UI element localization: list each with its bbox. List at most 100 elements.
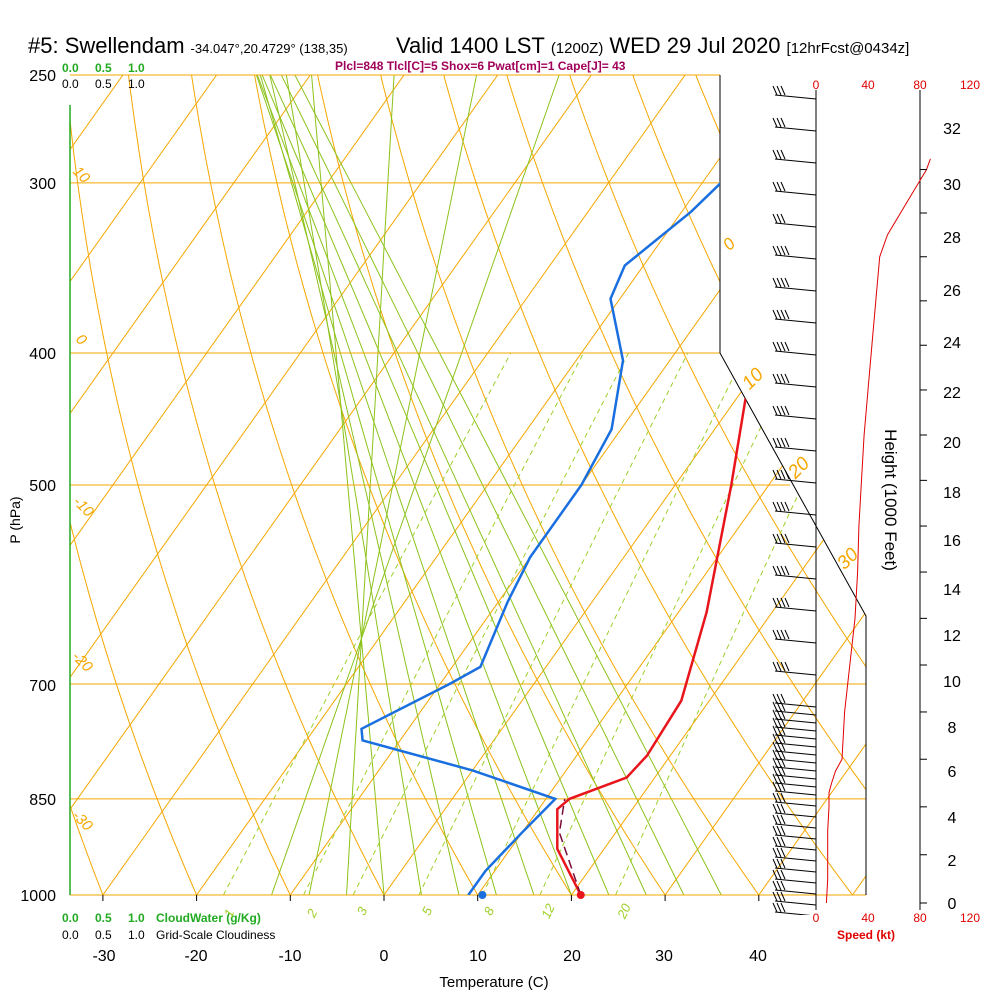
dry-adiabat-line	[561, 75, 866, 895]
skewt-grid	[70, 75, 866, 895]
wind-barb-feather	[784, 341, 790, 352]
pressure-tick-label: 300	[29, 176, 56, 193]
wind-barb-shaft	[774, 845, 817, 851]
wind-barb-shaft	[774, 878, 817, 884]
wind-barb-feather	[772, 717, 778, 728]
height-tick-label: 24	[943, 335, 961, 352]
x-tick-label: 20	[563, 948, 581, 965]
temperature-axis: -30 -20 -10 0 10 20 30 40	[92, 948, 767, 965]
cloudiness-label: Grid-Scale Cloudiness	[156, 928, 275, 942]
wind-barb-feather	[784, 469, 790, 480]
wind-barb-feather	[772, 792, 778, 803]
speed-scale-bottom: 0 40 80 120	[813, 911, 981, 925]
wind-barb-feather	[780, 629, 786, 640]
wind-barb-feather	[776, 117, 782, 128]
wind-barb-feather	[772, 245, 778, 256]
mixing-ratio-label: 2	[303, 906, 320, 920]
x-tick-label: 30	[655, 948, 673, 965]
height-tick-label: 30	[943, 177, 961, 194]
moist-adiabat-line	[344, 75, 396, 895]
pressure-tick-label: 700	[29, 678, 56, 695]
wind-barb-feather	[772, 781, 778, 792]
wind-barb-feather	[776, 733, 782, 744]
wind-barb-feather	[780, 847, 786, 858]
moist-adiabat-line	[281, 75, 427, 895]
wind-barb-feather	[776, 725, 782, 736]
moist-adiabat-line	[281, 75, 737, 895]
wind-barb	[772, 847, 817, 862]
wind-barb-shaft	[774, 900, 817, 906]
isotherm-labels: 10 0 -10 -20 -30 0 10 20 30	[69, 163, 864, 835]
dry-adiabat-line	[436, 75, 866, 895]
wind-barb-shaft	[774, 774, 817, 780]
wind-barb-feather	[776, 749, 782, 760]
wind-barb-feather	[780, 701, 786, 712]
wind-barb-feather	[784, 661, 790, 672]
wind-barb-feather	[780, 891, 786, 902]
wind-barb-feather	[772, 693, 778, 704]
dry-adiabat-line	[70, 75, 305, 895]
height-tick-label: 18	[943, 485, 961, 502]
wind-barb-shaft	[774, 867, 817, 873]
wind-barb-feather	[780, 869, 786, 880]
x-tick-label: 10	[469, 948, 487, 965]
speed-tick: 120	[960, 78, 980, 92]
wind-barb-feather	[780, 781, 786, 792]
wind-barb-feather	[776, 717, 782, 728]
wind-barb	[772, 741, 817, 756]
isotherm-label: -10	[70, 493, 98, 521]
height-tick-label: 28	[943, 230, 961, 247]
wind-barb-feather	[776, 341, 782, 352]
wind-barb-feather	[776, 309, 782, 320]
wind-barb-feather	[780, 149, 786, 160]
wind-barb-feather	[772, 773, 778, 784]
cloud-water-tick: 0.0	[62, 61, 79, 75]
pressure-tick-label: 250	[29, 68, 56, 85]
x-axis-label: Temperature (C)	[439, 974, 548, 991]
wind-barb-feather	[780, 245, 786, 256]
wind-barb-shaft	[774, 790, 817, 796]
mixing-ratio-labels: 1 2 3 5 8 12 20	[221, 901, 635, 922]
cloud-water-scale-bottom: 0.0 0.5 1.0 CloudWater (g/Kg)	[62, 911, 261, 925]
cloudiness-tick: 0.5	[95, 928, 112, 942]
wind-barb-feather	[772, 85, 778, 96]
height-tick-label: 2	[948, 853, 957, 870]
speed-tick: 80	[913, 911, 927, 925]
dry-adiabat-line	[498, 75, 866, 895]
height-tick-label: 10	[943, 674, 961, 691]
wind-barb	[772, 149, 817, 164]
wind-barb-shaft	[774, 856, 817, 862]
dry-adiabat-line	[70, 75, 115, 895]
valid-label: Valid 1400 LST	[396, 33, 545, 58]
wind-barb	[772, 373, 817, 388]
wind-barb	[772, 792, 817, 807]
wind-barb-feather	[776, 847, 782, 858]
dry-adiabat-line	[249, 75, 590, 895]
wind-barb-feather	[784, 533, 790, 544]
isotherm-line	[70, 75, 218, 895]
wind-barb-feather	[780, 902, 786, 913]
moist-adiabat-line	[247, 75, 583, 895]
wind-barb	[772, 437, 817, 452]
mixing-ratio-label: 3	[354, 904, 371, 918]
wind-barb-feather	[772, 373, 778, 384]
speed-tick: 80	[913, 78, 927, 92]
height-tick-label: 16	[943, 533, 961, 550]
wind-barb	[772, 781, 817, 796]
wind-barb-feather	[776, 501, 782, 512]
wind-barb-feather	[780, 309, 786, 320]
wind-barb-feather	[776, 181, 782, 192]
cloud-water-scale-top: 0.0 0.5 1.0	[62, 61, 145, 75]
wind-barb-feather	[776, 405, 782, 416]
mixing-ratio-label: 5	[419, 904, 436, 918]
wind-barb-feather	[776, 880, 782, 891]
height-tick-label: 4	[948, 810, 957, 827]
valid-time: Valid 1400 LST (1200Z) WED 29 Jul 2020 [12h…	[396, 33, 909, 58]
wind-barb-feather	[776, 814, 782, 825]
wind-barb-shaft	[774, 734, 817, 740]
wind-barb	[772, 825, 817, 840]
mixing-ratio-label: 12	[538, 901, 558, 921]
x-tick-label: 0	[380, 948, 389, 965]
x-tick-label: 40	[749, 948, 767, 965]
wind-barb-feather	[772, 565, 778, 576]
